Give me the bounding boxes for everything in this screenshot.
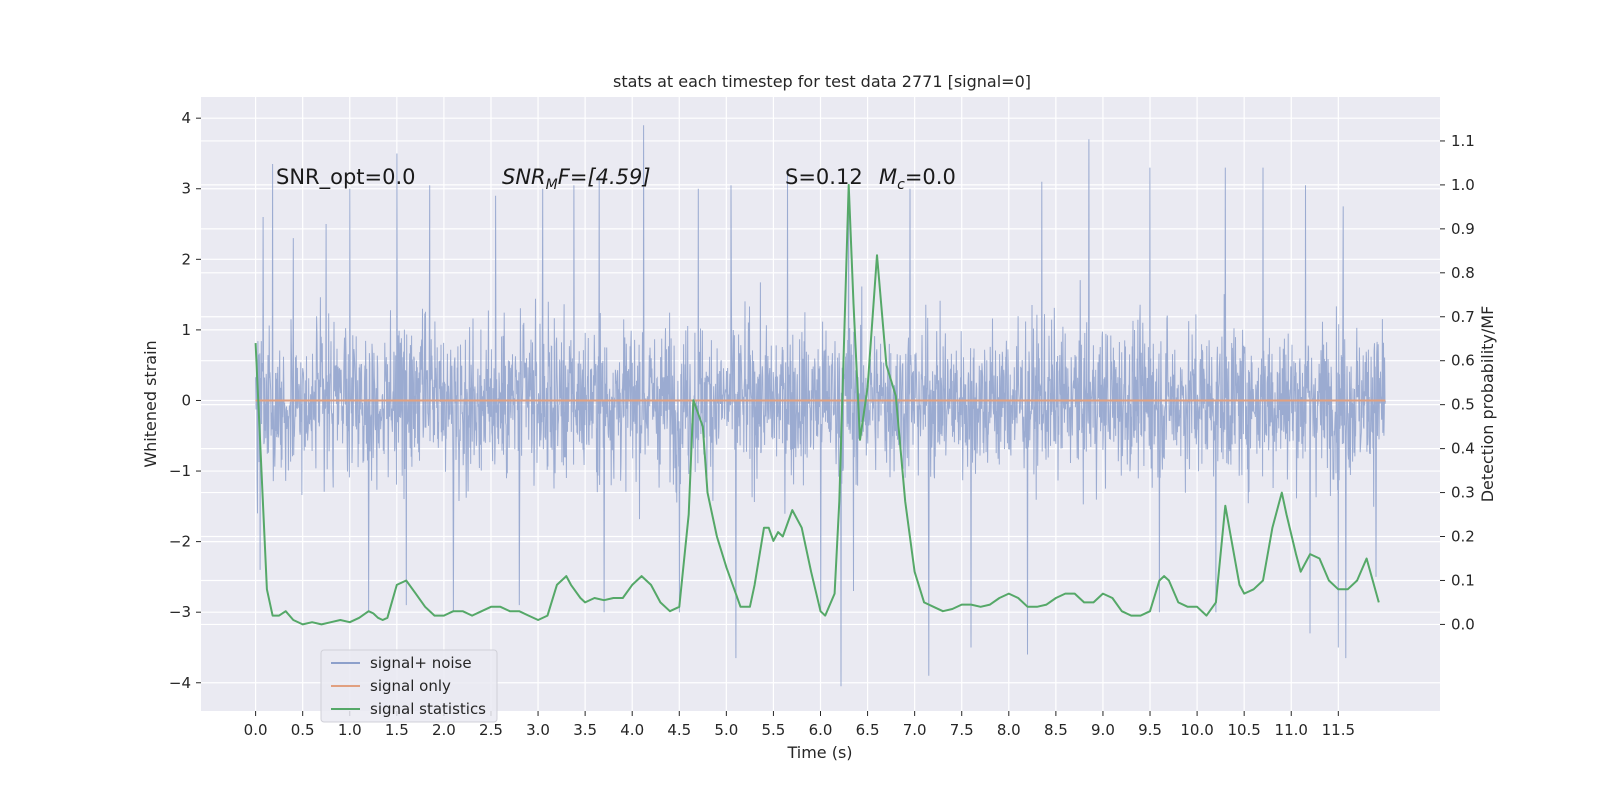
annotation-mc: Mc=0.0 xyxy=(879,165,956,193)
y-left-tick-label: −4 xyxy=(169,674,191,692)
legend-box xyxy=(320,649,498,723)
x-axis-ticks: 0.0 0.5 1.0 1.5 2.0 2.5 3.0 3.5 4.0 4.5 5.0 5.5 6.0 6… xyxy=(244,711,1355,739)
x-tick-label: 4.0 xyxy=(620,721,644,739)
y-left-tick-label: −1 xyxy=(169,462,191,480)
legend: signal+ noise signal only signal statist… xyxy=(320,649,498,723)
x-tick-label: 7.0 xyxy=(903,721,927,739)
y-left-tick-label: −3 xyxy=(169,603,191,621)
x-tick-label: 3.5 xyxy=(573,721,597,739)
y-right-axis-ticks: 1.1 1.0 0.9 0.8 0.7 0.6 0.5 0.4 0.3 0.2 0.1 0.0 xyxy=(1440,132,1475,633)
legend-label-statistics: signal statistics xyxy=(370,700,486,718)
y-right-tick-label: 0.7 xyxy=(1451,308,1475,326)
y-right-tick-label: 0.3 xyxy=(1451,484,1475,502)
y-right-tick-label: 0.4 xyxy=(1451,440,1475,458)
y-right-tick-label: 1.1 xyxy=(1451,132,1475,150)
legend-label-noise: signal+ noise xyxy=(370,654,472,672)
y-left-tick-label: 3 xyxy=(181,180,191,198)
x-tick-label: 1.5 xyxy=(385,721,409,739)
x-tick-label: 5.5 xyxy=(761,721,785,739)
x-tick-label: 3.0 xyxy=(526,721,550,739)
x-tick-label: 7.5 xyxy=(950,721,974,739)
x-tick-label: 9.0 xyxy=(1091,721,1115,739)
x-tick-label: 11.0 xyxy=(1275,721,1308,739)
annotation-snr-mf-label: SNR xyxy=(502,165,546,189)
series-line-noise xyxy=(255,125,1386,687)
annotation-snr-opt: SNR_opt=0.0 xyxy=(276,165,416,190)
x-tick-label: 0.5 xyxy=(291,721,315,739)
x-tick-label: 2.5 xyxy=(479,721,503,739)
x-tick-label: 5.0 xyxy=(714,721,738,739)
series-line-signal-statistics xyxy=(254,183,1380,626)
annotation-mc-value: =0.0 xyxy=(905,165,956,189)
y-right-tick-label: 0.9 xyxy=(1451,220,1475,238)
y-right-tick-label: 0.0 xyxy=(1451,615,1475,633)
legend-label-signal-only: signal only xyxy=(370,677,451,695)
x-tick-label: 8.0 xyxy=(997,721,1021,739)
x-tick-label: 9.5 xyxy=(1138,721,1162,739)
y-left-tick-label: 1 xyxy=(181,321,191,339)
x-tick-label: 1.0 xyxy=(338,721,362,739)
x-tick-label: 10.0 xyxy=(1180,721,1213,739)
y-right-tick-label: 0.1 xyxy=(1451,571,1475,589)
x-tick-label: 6.5 xyxy=(856,721,880,739)
y-left-axis-ticks: 4 3 2 1 0 −1 −2 −3 −4 xyxy=(169,109,201,692)
y-left-tick-label: −2 xyxy=(169,533,191,551)
x-tick-label: 11.5 xyxy=(1322,721,1355,739)
x-tick-label: 4.5 xyxy=(667,721,691,739)
y-left-tick-label: 2 xyxy=(181,250,191,268)
x-tick-label: 2.0 xyxy=(432,721,456,739)
annotation-s-stat: S=0.12 xyxy=(785,165,863,189)
y-right-tick-label: 1.0 xyxy=(1451,176,1475,194)
annotation-snr-mf: SNRMF=[4.59] xyxy=(502,165,651,193)
x-axis-label: Time (s) xyxy=(786,743,852,762)
x-tick-label: 6.0 xyxy=(809,721,833,739)
y-left-tick-label: 0 xyxy=(181,391,191,409)
y-left-axis-label: Whitened strain xyxy=(141,340,160,467)
y-right-tick-label: 0.6 xyxy=(1451,352,1475,370)
annotation-mc-label: M xyxy=(879,165,897,189)
y-right-axis-label: Detection probability/MF xyxy=(1478,306,1497,503)
annotation-snr-mf-value: F=[4.59] xyxy=(558,165,651,189)
annotation-snr-mf-sub: M xyxy=(546,177,558,193)
x-tick-label: 10.5 xyxy=(1227,721,1260,739)
x-tick-label: 0.0 xyxy=(244,721,268,739)
chart-title: stats at each timestep for test data 277… xyxy=(613,72,1031,91)
series-signal-statistics xyxy=(254,183,1380,626)
y-right-tick-label: 0.8 xyxy=(1451,264,1475,282)
annotation-mc-sub: c xyxy=(897,177,905,193)
y-right-tick-label: 0.2 xyxy=(1451,528,1475,546)
series-signal-plus-noise xyxy=(255,125,1386,687)
y-left-tick-label: 4 xyxy=(181,109,191,127)
y-right-tick-label: 0.5 xyxy=(1451,396,1475,414)
x-tick-label: 8.5 xyxy=(1044,721,1068,739)
